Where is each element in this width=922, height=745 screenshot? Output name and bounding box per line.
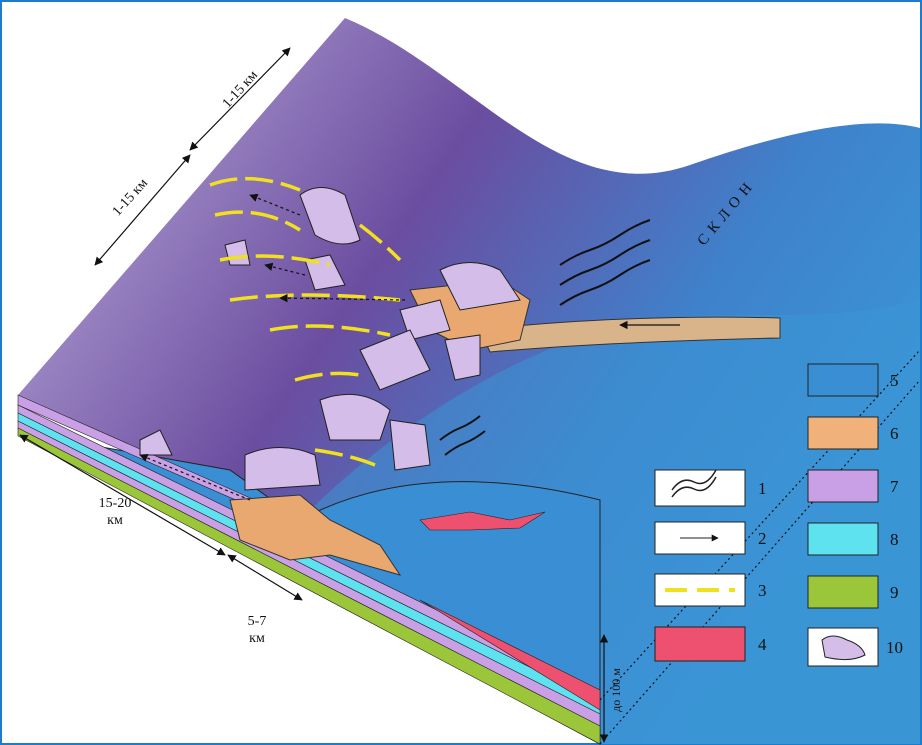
- legend-label: 8: [890, 530, 899, 549]
- legend-label: 7: [890, 477, 899, 496]
- legend-label: 9: [890, 583, 899, 602]
- dimension-label: км: [249, 631, 265, 646]
- dimension-label: 5-7: [248, 614, 267, 629]
- legend-label: 1: [758, 479, 767, 498]
- legend-label: 3: [758, 581, 767, 600]
- dimension-label: 15-20: [99, 496, 132, 511]
- block-diagram: 1-15 км 1-15 км 15-20 км 5-7 км до 100 м…: [0, 0, 922, 745]
- legend-label: 6: [890, 424, 899, 443]
- dimension-label: до 100 м: [609, 668, 623, 712]
- legend-label: 2: [758, 529, 767, 548]
- legend-label: 10: [886, 638, 903, 657]
- legend-label: 5: [890, 371, 899, 390]
- legend-label: 4: [758, 635, 767, 654]
- dimension-label: км: [107, 513, 123, 528]
